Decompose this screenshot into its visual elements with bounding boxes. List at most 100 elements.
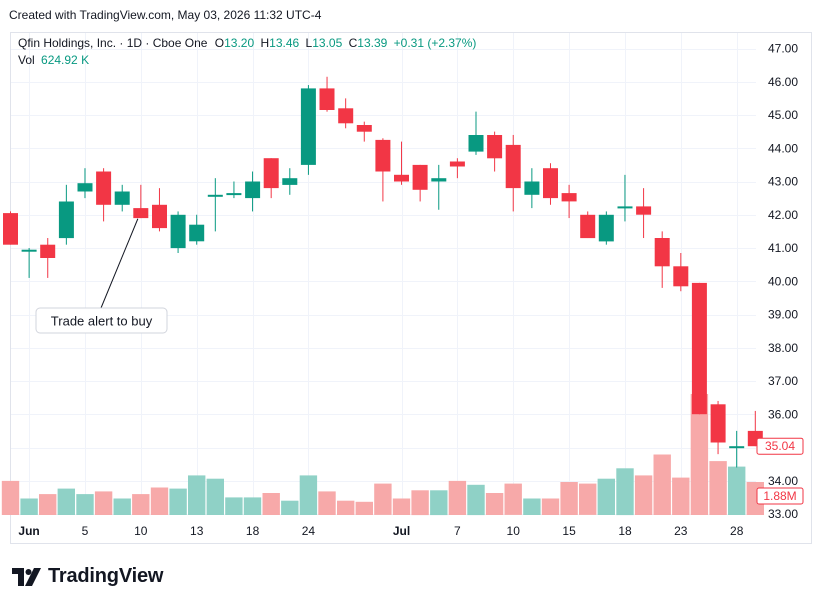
symbol-title: Qfin Holdings, Inc. · 1D · Cboe One bbox=[18, 36, 208, 50]
time-tick-label: 18 bbox=[246, 524, 260, 538]
open-label: O bbox=[214, 36, 225, 50]
change-value: +0.31 (+2.37%) bbox=[393, 36, 477, 50]
volume-bar bbox=[243, 497, 262, 515]
price-tick-label: 41.00 bbox=[768, 241, 798, 255]
annotation-text: Trade alert to buy bbox=[51, 314, 153, 329]
price-tick-label: 39.00 bbox=[768, 308, 798, 322]
volume-bar bbox=[225, 497, 243, 515]
time-tick-label: Jun bbox=[18, 524, 39, 538]
candle-body bbox=[543, 168, 558, 199]
volume-bar bbox=[597, 478, 615, 515]
candle-body bbox=[319, 88, 335, 110]
last-price-tag bbox=[756, 437, 804, 455]
close-value: 13.39 bbox=[357, 36, 388, 50]
volume-bar bbox=[392, 498, 411, 515]
symbol-legend: Qfin Holdings, Inc. · 1D · Cboe One O13.… bbox=[18, 36, 476, 67]
price-tick-label: 46.00 bbox=[768, 75, 798, 89]
axis-tags: 35.04 1.88M bbox=[756, 437, 804, 505]
candle-body bbox=[96, 171, 112, 205]
last-price-tag-label: 35.04 bbox=[765, 439, 795, 453]
candle-body bbox=[524, 181, 540, 195]
volume-bar bbox=[653, 454, 671, 515]
candle-body bbox=[282, 178, 298, 185]
candle-body bbox=[673, 266, 689, 287]
price-axis: 33.0034.0035.0036.0037.0038.0039.0040.00… bbox=[768, 42, 798, 522]
candle-body bbox=[133, 208, 149, 219]
candle-body bbox=[654, 238, 670, 267]
volume-bar bbox=[20, 498, 38, 515]
volume-bar bbox=[281, 500, 299, 515]
time-tick-label: 15 bbox=[562, 524, 576, 538]
volume-bar bbox=[94, 491, 113, 515]
volume-bar bbox=[579, 483, 597, 515]
volume-bar bbox=[541, 498, 560, 515]
last-volume-tag-label: 1.88M bbox=[763, 489, 796, 503]
volume-bar bbox=[709, 461, 727, 515]
time-tick-label: 5 bbox=[82, 524, 89, 538]
time-tick-label: 7 bbox=[454, 524, 461, 538]
close-label: C bbox=[348, 36, 358, 50]
price-tick-label: 33.00 bbox=[768, 507, 798, 521]
volume-value: 624.92 K bbox=[41, 53, 90, 67]
candle-body bbox=[245, 181, 261, 199]
volume-bar bbox=[523, 498, 541, 515]
candle-body bbox=[338, 108, 354, 124]
candle-body bbox=[617, 206, 633, 209]
volume-label: Vol bbox=[18, 53, 35, 67]
volume-bar bbox=[1, 480, 20, 515]
volume-bar bbox=[150, 487, 169, 515]
candle-body bbox=[207, 194, 223, 197]
time-tick-label: Jul bbox=[393, 524, 410, 538]
volume-bar bbox=[169, 488, 187, 515]
price-tick-label: 36.00 bbox=[768, 407, 798, 421]
candle-body bbox=[431, 178, 447, 182]
candle-body bbox=[375, 139, 391, 172]
time-tick-label: 24 bbox=[302, 524, 316, 538]
volume-bar bbox=[262, 493, 280, 515]
candle-body bbox=[263, 158, 279, 189]
volume-bar bbox=[411, 490, 429, 516]
candle-body bbox=[356, 125, 372, 132]
candle-body bbox=[449, 161, 465, 167]
price-tick-label: 37.00 bbox=[768, 374, 798, 388]
volume-bar bbox=[634, 475, 653, 515]
candle-body bbox=[3, 213, 18, 245]
volume-bar bbox=[355, 501, 373, 515]
volume-bar bbox=[728, 466, 746, 515]
volume-bar bbox=[448, 480, 467, 515]
price-tick-label: 47.00 bbox=[768, 42, 798, 56]
volume-bar bbox=[672, 477, 690, 515]
created-with-caption: Created with TradingView.com, May 03, 20… bbox=[9, 8, 322, 22]
candle-body bbox=[300, 88, 316, 165]
candles bbox=[3, 76, 763, 468]
time-tick-label: 10 bbox=[134, 524, 148, 538]
price-tick-label: 45.00 bbox=[768, 108, 798, 122]
candle-body bbox=[394, 174, 409, 182]
price-tick-label: 38.00 bbox=[768, 341, 798, 355]
volume-bar bbox=[132, 494, 150, 515]
candle-body bbox=[580, 214, 596, 239]
volume-bar bbox=[76, 494, 94, 515]
time-tick-label: 23 bbox=[674, 524, 688, 538]
candle-body bbox=[152, 204, 167, 229]
tradingview-logo[interactable]: TradingView bbox=[12, 565, 163, 588]
volume-bar bbox=[374, 483, 392, 515]
price-tick-label: 34.00 bbox=[768, 474, 798, 488]
volume-bar bbox=[616, 468, 634, 516]
price-tick-label: 40.00 bbox=[768, 274, 798, 288]
time-tick-label: 28 bbox=[730, 524, 744, 538]
volume-bar bbox=[188, 475, 206, 515]
chart-frame bbox=[10, 32, 812, 544]
candle-body bbox=[226, 193, 242, 196]
time-axis: Jun 5 10 13 18 24 Jul 7 10 15 18 23 28 bbox=[18, 524, 743, 538]
candle-body bbox=[58, 201, 74, 239]
candle-body bbox=[487, 135, 503, 159]
candle-body bbox=[561, 193, 577, 202]
open-value: 13.20 bbox=[224, 36, 255, 50]
volume-bar bbox=[113, 498, 131, 515]
candle-body bbox=[21, 249, 37, 252]
volume-bar bbox=[690, 394, 709, 515]
volume-bar bbox=[318, 491, 336, 515]
price-tick-label: 43.00 bbox=[768, 175, 798, 189]
